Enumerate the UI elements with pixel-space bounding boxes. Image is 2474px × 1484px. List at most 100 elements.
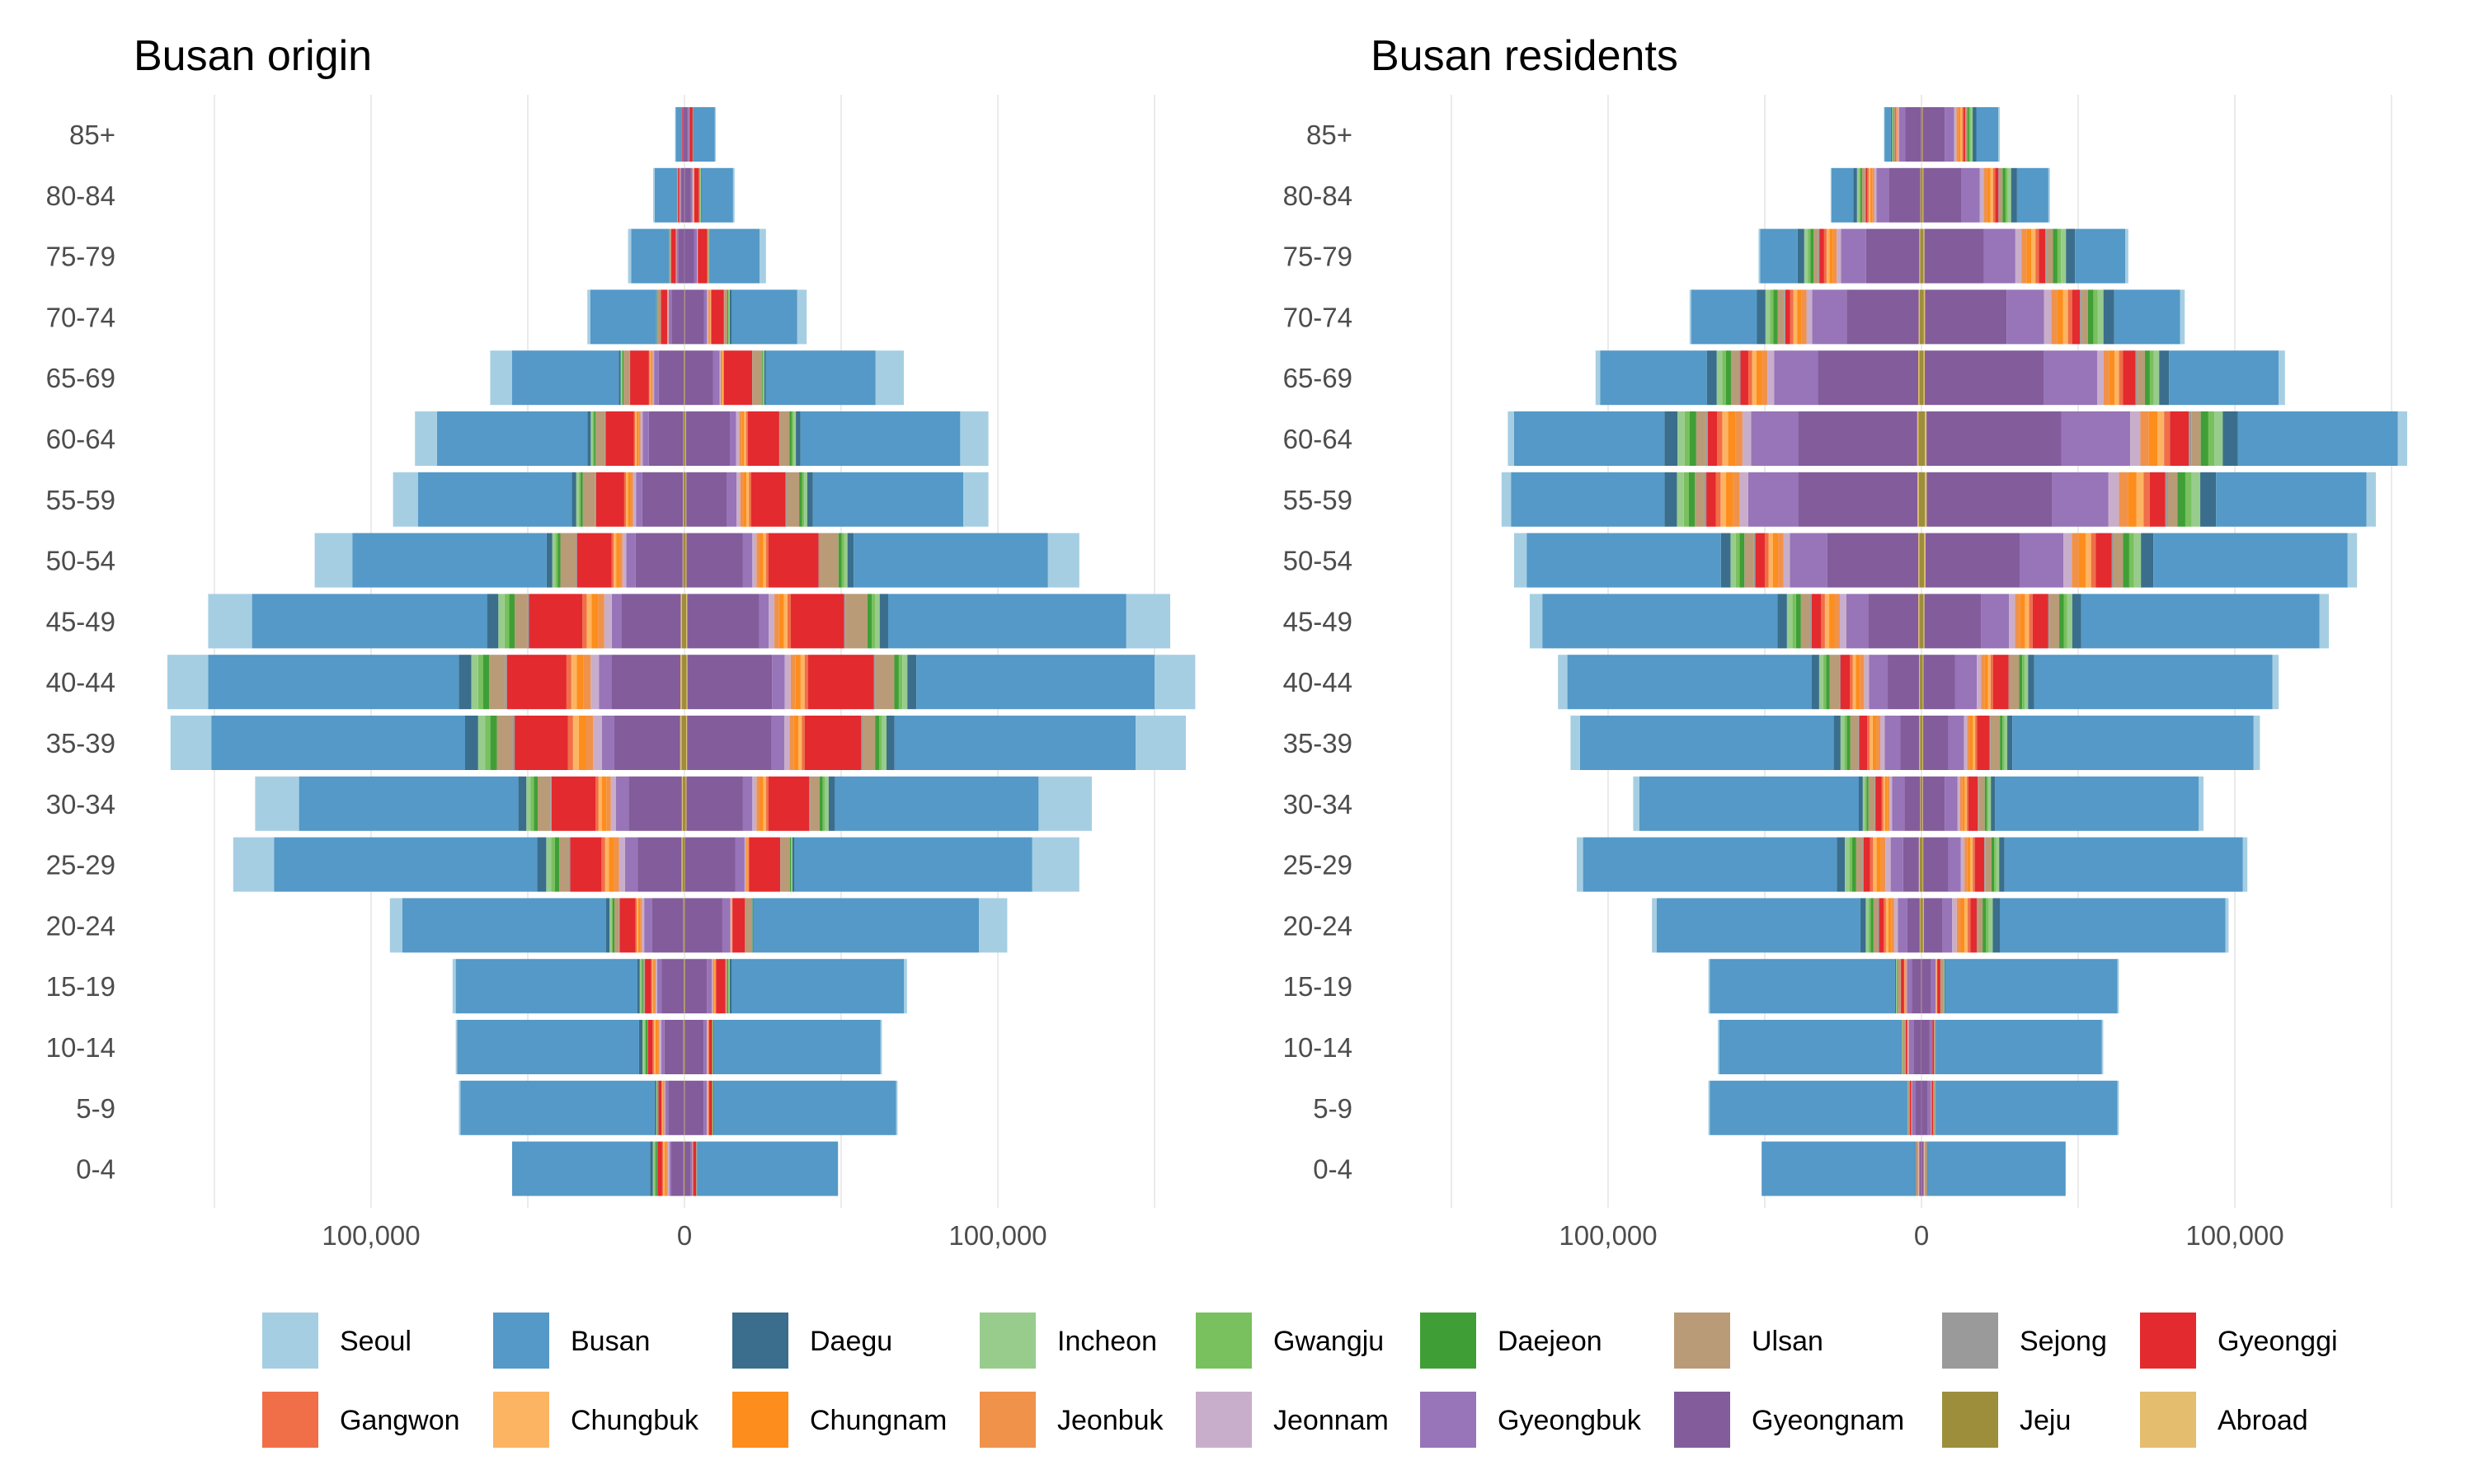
bar-right-gyeongbuk xyxy=(1948,716,1964,770)
bar-right-sejong xyxy=(2080,289,2082,345)
bar-right-gyeongnam xyxy=(684,1020,704,1074)
bar-right-chungbuk xyxy=(798,716,802,770)
legend-item-daegu: Daegu xyxy=(732,1313,892,1369)
bar-right-sejong xyxy=(1964,107,1966,162)
bar-left-jeonnam xyxy=(618,837,625,892)
bar-left-gyeongbuk xyxy=(1846,594,1869,649)
bar-left-chungbuk xyxy=(586,594,592,649)
bar-left-jeonnam xyxy=(633,472,637,527)
age-group-label: 25-29 xyxy=(46,850,115,881)
bar-left-gyeongbuk xyxy=(616,776,629,831)
bar-right-busan xyxy=(2012,716,2254,770)
bar-left-gangwon xyxy=(1881,776,1884,831)
bar-right-abroad xyxy=(686,716,688,770)
bar-right-seoul xyxy=(732,167,735,223)
bar-left-seoul xyxy=(1570,716,1580,770)
bar-left-seoul xyxy=(1652,898,1657,953)
bar-left-chungbuk xyxy=(598,776,602,831)
bar-right-incheon xyxy=(2067,594,2072,649)
bar-left-gyeongnam xyxy=(661,959,684,1014)
bar-left-sejong xyxy=(527,594,529,649)
bar-right-gangwon xyxy=(1973,837,1975,892)
bar-right-busan xyxy=(765,350,876,406)
bar-left-jeonbuk xyxy=(1887,776,1890,831)
bar-left-jeonbuk xyxy=(640,898,642,953)
bar-right-jeju xyxy=(684,716,687,770)
bar-left-gyeongbuk xyxy=(1876,167,1889,223)
bar-left-gyeonggi xyxy=(1901,959,1904,1014)
bar-left-jeju xyxy=(682,837,684,892)
bar-right-sejong xyxy=(778,411,780,466)
bar-left-gyeonggi xyxy=(645,959,651,1014)
bar-right-gyeonggi xyxy=(1968,776,1978,831)
bar-left-gyeonggi xyxy=(1740,350,1748,406)
bar-right-gyeongbuk xyxy=(2020,533,2064,588)
bar-right-busan xyxy=(731,959,904,1014)
bar-left-busan xyxy=(1884,107,1891,162)
bar-right-gyeongnam xyxy=(1922,107,1945,162)
bar-left-jeju xyxy=(1919,289,1921,345)
bar-right-seoul xyxy=(2253,716,2260,770)
bar-right-chungbuk xyxy=(2136,472,2144,527)
bar-right-jeonnam xyxy=(752,533,757,588)
bar-left-busan xyxy=(1719,1020,1902,1074)
bar-left-gyeonggi xyxy=(681,107,683,162)
bar-left-daegu xyxy=(465,716,478,770)
bar-left-sejong xyxy=(568,837,571,892)
bar-right-gyeonggi xyxy=(1932,1020,1935,1074)
bar-left-gangwon xyxy=(1747,350,1752,406)
bar-left-jeonnam xyxy=(655,959,657,1014)
bar-right-jeju xyxy=(1921,289,1924,345)
bar-right-incheon xyxy=(2153,350,2160,406)
bar-left-daegu xyxy=(1890,107,1893,162)
bar-right-busan xyxy=(888,594,1126,649)
bar-left-busan xyxy=(1639,776,1859,831)
bar-right-chungnam xyxy=(760,533,764,588)
bar-left-daejeon xyxy=(1893,107,1894,162)
bar-left-seoul xyxy=(653,167,655,223)
bar-left-busan xyxy=(512,350,619,406)
bar-left-daejeon xyxy=(1795,594,1801,649)
bar-right-sejong xyxy=(1976,898,1978,953)
age-group-label: 65-69 xyxy=(1283,363,1352,393)
bar-right-gyeongbuk xyxy=(1927,1080,1931,1135)
bar-left-gangwon xyxy=(582,594,587,649)
bar-left-busan xyxy=(1542,594,1778,649)
bar-left-gangwon xyxy=(1896,107,1897,162)
bar-left-abroad xyxy=(1918,350,1920,406)
bar-right-gangwon xyxy=(804,655,809,710)
bar-right-daegu xyxy=(792,837,794,892)
bar-left-ulsan xyxy=(496,716,513,770)
bar-left-chungbuk xyxy=(1824,594,1830,649)
bar-right-daegu xyxy=(2028,655,2034,710)
bar-right-gyeongbuk xyxy=(703,1080,707,1135)
bar-left-gyeonggi xyxy=(1819,228,1824,284)
bar-right-gyeongnam xyxy=(1926,472,2053,527)
bar-right-seoul xyxy=(2117,959,2119,1014)
bar-right-gyeongnam xyxy=(684,1080,704,1135)
bar-right-ulsan xyxy=(726,959,727,1014)
bar-left-sejong xyxy=(1753,533,1756,588)
bar-right-busan xyxy=(2237,411,2398,466)
bar-left-gyeongbuk xyxy=(1892,776,1905,831)
bar-right-gwangju xyxy=(2057,228,2062,284)
bar-right-ulsan xyxy=(745,898,752,953)
bar-left-incheon xyxy=(642,1020,645,1074)
bar-right-daejeon xyxy=(799,472,802,527)
bar-left-gyeongbuk xyxy=(1912,1080,1916,1135)
bar-left-gangwon xyxy=(1715,472,1721,527)
bar-left-chungbuk xyxy=(604,837,609,892)
bar-left-seoul xyxy=(490,350,512,406)
bar-left-gangwon xyxy=(1764,533,1769,588)
bar-left-seoul xyxy=(455,1020,458,1074)
bar-right-jeonnam xyxy=(706,1080,708,1135)
bar-left-ulsan xyxy=(657,289,661,345)
bar-right-chungbuk xyxy=(714,959,716,1014)
bar-left-sejong xyxy=(1865,167,1866,223)
bar-left-gwangju xyxy=(1859,167,1860,223)
bar-right-daegu xyxy=(764,350,766,406)
bar-left-ulsan xyxy=(623,350,630,406)
bar-right-ulsan xyxy=(820,533,839,588)
bar-right-gyeongbuk xyxy=(742,776,753,831)
bar-left-incheon xyxy=(1716,350,1723,406)
